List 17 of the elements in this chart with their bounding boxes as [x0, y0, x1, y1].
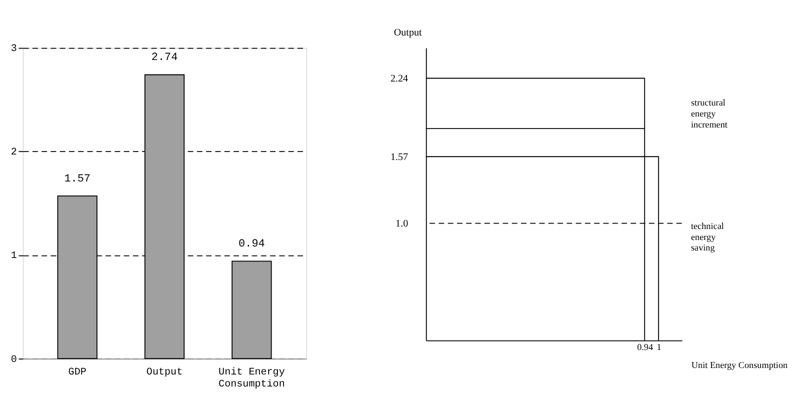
- x-tick-label: GDP: [68, 368, 86, 379]
- y-tick-label: 2.24: [390, 73, 408, 84]
- x-axis-title: Unit Energy Consumption: [691, 360, 788, 370]
- y-tick-label: 1.57: [390, 152, 408, 163]
- data-label: 1.57: [64, 173, 90, 186]
- y-tick-label: 1: [10, 251, 17, 262]
- x-tick-label: Output: [146, 368, 183, 379]
- y-tick-label: 2: [10, 148, 17, 159]
- x-tick-label: Unit Energy Consumption: [218, 366, 285, 390]
- y-tick-label: 1.0: [396, 218, 408, 230]
- data-label: 0.94: [238, 238, 266, 251]
- text: technical energy saving: [690, 220, 724, 253]
- y-tick-label: 0: [10, 354, 17, 366]
- y-axis-title: Output: [394, 28, 422, 38]
- data-label: 2.74: [151, 52, 178, 64]
- text: structural energy increment: [690, 97, 728, 130]
- y-tick-label: 3: [10, 44, 17, 56]
